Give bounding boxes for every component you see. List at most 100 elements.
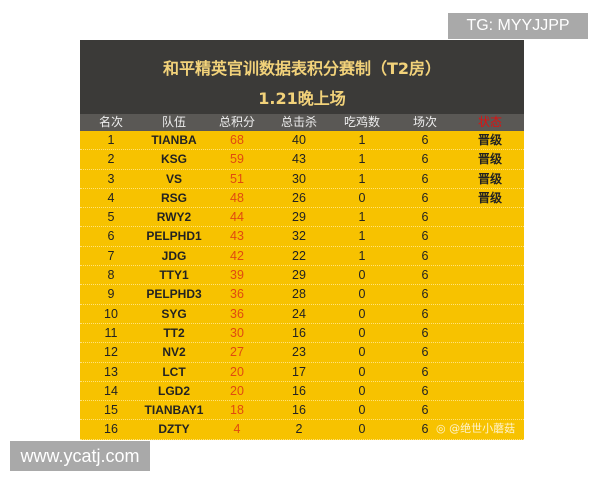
cell-matches: 6 bbox=[421, 133, 429, 147]
cell-rank: 7 bbox=[107, 248, 115, 263]
cell-wins: 1 bbox=[358, 171, 366, 186]
cell-points: 27 bbox=[230, 345, 244, 360]
col-team: 队伍 bbox=[161, 115, 186, 129]
cell-matches: 6 bbox=[421, 248, 429, 263]
weibo-icon: ◎ bbox=[436, 422, 450, 435]
cell-status: 晋级 bbox=[477, 190, 502, 205]
cell-team: KSG bbox=[160, 152, 187, 167]
cell-points: 20 bbox=[230, 364, 244, 379]
cell-matches: 6 bbox=[421, 268, 429, 283]
cell-points: 51 bbox=[230, 171, 244, 186]
cell-status bbox=[456, 401, 524, 419]
cell-rank: 15 bbox=[104, 403, 118, 418]
table-row: 13 LCT 20 17 0 6 bbox=[80, 363, 524, 382]
cell-points: 44 bbox=[230, 210, 244, 225]
table-row: 14 LGD2 20 16 0 6 bbox=[80, 382, 524, 402]
col-points: 总积分 bbox=[218, 115, 255, 129]
weibo-watermark: ◎ @绝世小蘑菇 bbox=[436, 421, 515, 437]
cell-kills: 2 bbox=[295, 422, 303, 437]
cell-matches: 6 bbox=[421, 364, 429, 379]
table-row: 15 TIANBAY1 18 16 0 6 bbox=[80, 401, 524, 421]
table-row: 16 DZTY 4 2 0 6 bbox=[80, 420, 524, 440]
table-row: 2 KSG 59 43 1 6 晋级 bbox=[80, 150, 524, 170]
cell-wins: 1 bbox=[358, 210, 366, 225]
cell-wins: 0 bbox=[358, 422, 366, 437]
cell-kills: 16 bbox=[292, 403, 306, 418]
cell-matches: 6 bbox=[421, 403, 429, 418]
cell-rank: 1 bbox=[107, 133, 115, 147]
table-row: 7 JDG 42 22 1 6 bbox=[80, 247, 524, 267]
cell-team: TT2 bbox=[163, 325, 185, 340]
cell-kills: 16 bbox=[292, 325, 306, 340]
table-row: 9 PELPHD3 36 28 0 6 bbox=[80, 285, 524, 305]
cell-points: 36 bbox=[230, 287, 244, 302]
cell-points: 39 bbox=[230, 268, 244, 283]
cell-matches: 6 bbox=[421, 152, 429, 167]
cell-status bbox=[456, 285, 524, 303]
cell-rank: 3 bbox=[107, 171, 115, 186]
cell-wins: 0 bbox=[358, 403, 366, 418]
cell-kills: 40 bbox=[292, 133, 306, 147]
table-row: 3 VS 51 30 1 6 晋级 bbox=[80, 170, 524, 189]
cell-status bbox=[456, 343, 524, 361]
cell-team: SYG bbox=[161, 306, 187, 321]
table-row: 12 NV2 27 23 0 6 bbox=[80, 343, 524, 363]
cell-matches: 6 bbox=[421, 229, 429, 244]
cell-team: RWY2 bbox=[156, 210, 192, 225]
watermark-top: TG: MYYJJPP bbox=[448, 13, 588, 39]
cell-wins: 0 bbox=[358, 287, 366, 302]
cell-points: 30 bbox=[230, 325, 244, 340]
cell-rank: 2 bbox=[107, 152, 115, 167]
cell-team: TTY1 bbox=[159, 268, 189, 283]
cell-status bbox=[456, 324, 524, 342]
cell-status bbox=[456, 247, 524, 265]
cell-kills: 28 bbox=[292, 287, 306, 302]
cell-wins: 0 bbox=[358, 190, 366, 205]
cell-kills: 29 bbox=[292, 210, 306, 225]
cell-wins: 1 bbox=[358, 248, 366, 263]
col-kills: 总击杀 bbox=[280, 115, 317, 129]
cell-rank: 16 bbox=[104, 422, 118, 437]
cell-kills: 32 bbox=[292, 229, 306, 244]
cell-points: 59 bbox=[230, 152, 244, 167]
cell-matches: 6 bbox=[421, 210, 429, 225]
cell-matches: 6 bbox=[421, 422, 429, 437]
cell-wins: 0 bbox=[358, 345, 366, 360]
cell-kills: 23 bbox=[292, 345, 306, 360]
cell-wins: 1 bbox=[358, 229, 366, 244]
cell-kills: 26 bbox=[292, 190, 306, 205]
table-row: 1 TIANBA 68 40 1 6 晋级 bbox=[80, 131, 524, 151]
cell-status bbox=[456, 208, 524, 226]
cell-matches: 6 bbox=[421, 383, 429, 398]
cell-team: PELPHD3 bbox=[146, 287, 202, 302]
table-row: 8 TTY1 39 29 0 6 bbox=[80, 266, 524, 286]
cell-team: TIANBA bbox=[151, 133, 197, 147]
cell-rank: 8 bbox=[107, 268, 115, 283]
cell-matches: 6 bbox=[421, 306, 429, 321]
cell-rank: 14 bbox=[104, 383, 118, 398]
cell-team: VS bbox=[165, 171, 182, 186]
cell-wins: 0 bbox=[358, 383, 366, 398]
table-row: 4 RSG 48 26 0 6 晋级 bbox=[80, 189, 524, 209]
cell-team: PELPHD1 bbox=[146, 229, 202, 244]
cell-team: LGD2 bbox=[157, 383, 190, 398]
table-row: 6 PELPHD1 43 32 1 6 bbox=[80, 227, 524, 247]
cell-rank: 12 bbox=[104, 345, 118, 360]
cell-rank: 9 bbox=[107, 287, 115, 302]
cell-team: RSG bbox=[160, 190, 187, 205]
table-row: 10 SYG 36 24 0 6 bbox=[80, 305, 524, 324]
col-matches: 场次 bbox=[412, 115, 437, 129]
col-status: 状态 bbox=[477, 115, 502, 129]
cell-kills: 24 bbox=[292, 306, 306, 321]
table-row: 5 RWY2 44 29 1 6 bbox=[80, 208, 524, 228]
cell-matches: 6 bbox=[421, 190, 429, 205]
col-rank: 名次 bbox=[98, 115, 123, 129]
weibo-handle: @绝世小蘑菇 bbox=[449, 422, 516, 435]
cell-wins: 0 bbox=[358, 325, 366, 340]
col-wins: 吃鸡数 bbox=[343, 115, 380, 129]
cell-matches: 6 bbox=[421, 345, 429, 360]
watermark-bottom: www.ycatj.com bbox=[10, 441, 150, 471]
board-subtitle: 1.21晚上场 bbox=[258, 89, 346, 108]
cell-status: 晋级 bbox=[477, 133, 502, 147]
cell-team: LCT bbox=[162, 364, 186, 379]
